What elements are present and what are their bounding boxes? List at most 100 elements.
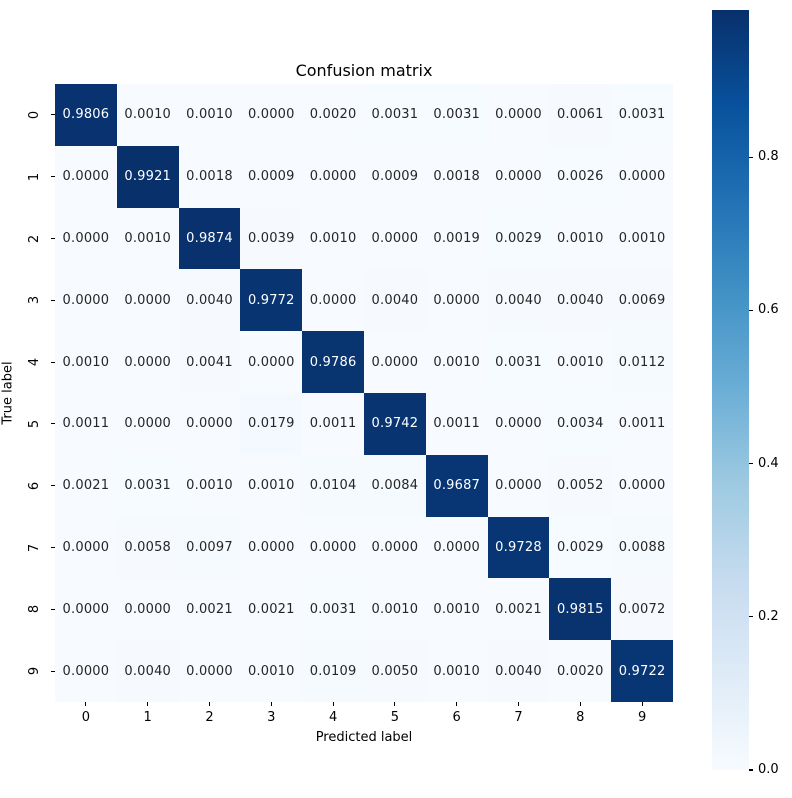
heatmap-cell: 0.0011 bbox=[425, 392, 488, 455]
x-tick-label: 6 bbox=[452, 710, 461, 725]
heatmap-cell: 0.9815 bbox=[549, 578, 612, 641]
colorbar-tick-label: 0.2 bbox=[758, 608, 779, 624]
heatmap-cell: 0.0011 bbox=[302, 392, 364, 455]
heatmap-cell: 0.0011 bbox=[611, 392, 673, 455]
colorbar-tick-label: 0.4 bbox=[758, 455, 779, 471]
heatmap-cell: 0.0029 bbox=[487, 207, 550, 270]
x-tick-mark bbox=[270, 702, 272, 706]
heatmap-cell: 0.0104 bbox=[302, 454, 364, 517]
heatmap-cell: 0.0112 bbox=[611, 331, 673, 393]
heatmap-cell: 0.0088 bbox=[611, 516, 673, 579]
x-tick-mark bbox=[208, 702, 211, 706]
y-tick-label: 2 bbox=[27, 234, 42, 243]
heatmap-cell: 0.0010 bbox=[363, 578, 426, 641]
heatmap-cell: 0.0000 bbox=[240, 516, 303, 579]
heatmap-cell: 0.0000 bbox=[363, 331, 426, 393]
heatmap-cell: 0.0040 bbox=[116, 640, 179, 702]
y-tick-mark bbox=[51, 361, 55, 363]
heatmap-cell: 0.9687 bbox=[425, 454, 488, 517]
x-tick-mark bbox=[517, 702, 520, 706]
heatmap-cell: 0.0000 bbox=[178, 640, 241, 702]
heatmap-cell: 0.9921 bbox=[116, 145, 179, 208]
colorbar-tick-mark bbox=[749, 463, 753, 465]
heatmap-cell: 0.0031 bbox=[363, 84, 426, 146]
heatmap-cell: 0.0009 bbox=[363, 145, 426, 208]
x-tick-mark bbox=[579, 702, 581, 706]
y-tick-label: 4 bbox=[27, 357, 42, 367]
heatmap-cell: 0.0000 bbox=[116, 578, 179, 641]
heatmap-cell: 0.0000 bbox=[425, 516, 488, 579]
heatmap-cell: 0.0040 bbox=[363, 269, 426, 332]
x-tick-label: 8 bbox=[576, 710, 585, 725]
heatmap-cell: 0.9772 bbox=[240, 269, 303, 332]
x-tick-mark bbox=[85, 702, 87, 706]
x-tick-mark bbox=[147, 702, 149, 706]
x-tick-label: 3 bbox=[267, 710, 276, 725]
heatmap-cell: 0.0050 bbox=[363, 640, 426, 702]
y-tick-label: 8 bbox=[27, 605, 42, 614]
x-tick-label: 7 bbox=[514, 710, 523, 725]
heatmap-cell: 0.0021 bbox=[178, 578, 241, 641]
heatmap-cell: 0.0039 bbox=[240, 207, 303, 270]
heatmap-cell: 0.0097 bbox=[178, 516, 241, 579]
heatmap-cell: 0.0010 bbox=[240, 640, 303, 702]
heatmap-cell: 0.0000 bbox=[55, 516, 117, 579]
x-tick-label: 9 bbox=[637, 710, 647, 725]
heatmap-cell: 0.0041 bbox=[178, 331, 241, 393]
heatmap-cell: 0.0010 bbox=[549, 331, 612, 393]
heatmap-cell: 0.0029 bbox=[549, 516, 612, 579]
y-tick-mark bbox=[51, 546, 55, 549]
heatmap-cell: 0.0034 bbox=[549, 392, 612, 455]
y-tick-mark bbox=[51, 237, 55, 240]
colorbar-tick-label: 0.6 bbox=[758, 302, 779, 318]
heatmap-cell: 0.9728 bbox=[487, 516, 550, 579]
heatmap-cell: 0.0000 bbox=[487, 454, 550, 517]
heatmap-cell: 0.0000 bbox=[116, 392, 179, 455]
heatmap-cell: 0.0000 bbox=[363, 516, 426, 579]
heatmap-cell: 0.0000 bbox=[302, 269, 364, 332]
heatmap-cell: 0.0000 bbox=[55, 145, 117, 208]
heatmap-cell: 0.0011 bbox=[55, 392, 117, 455]
heatmap-cell: 0.0018 bbox=[425, 145, 488, 208]
y-tick-mark bbox=[51, 670, 55, 672]
heatmap-cell: 0.0000 bbox=[240, 84, 303, 146]
heatmap-cell: 0.0084 bbox=[363, 454, 426, 517]
colorbar-tick-mark bbox=[749, 616, 753, 618]
heatmap-cell: 0.0031 bbox=[302, 578, 364, 641]
heatmap-cell: 0.0072 bbox=[611, 578, 673, 641]
heatmap-cell: 0.9786 bbox=[302, 331, 364, 393]
heatmap-cell: 0.0020 bbox=[302, 84, 364, 146]
x-tick-mark bbox=[641, 702, 643, 706]
heatmap-cell: 0.0009 bbox=[240, 145, 303, 208]
x-tick-mark bbox=[332, 702, 334, 706]
x-tick-label: 1 bbox=[143, 710, 152, 725]
heatmap-cell: 0.0061 bbox=[549, 84, 612, 146]
heatmap-cell: 0.0010 bbox=[425, 331, 488, 393]
y-tick-mark bbox=[51, 423, 55, 425]
heatmap-cell: 0.0031 bbox=[116, 454, 179, 517]
heatmap-cell: 0.0000 bbox=[302, 145, 364, 208]
heatmap-cell: 0.0179 bbox=[240, 392, 303, 455]
heatmap-cell: 0.0021 bbox=[487, 578, 550, 641]
y-tick-mark bbox=[51, 485, 55, 487]
colorbar-tick-mark bbox=[749, 309, 753, 311]
heatmap-cell: 0.0000 bbox=[55, 578, 117, 641]
heatmap-cell: 0.0021 bbox=[240, 578, 303, 641]
heatmap-cell: 0.0000 bbox=[611, 454, 673, 517]
heatmap-cell: 0.0000 bbox=[55, 640, 117, 702]
heatmap-cell: 0.0040 bbox=[487, 640, 550, 702]
heatmap-cell: 0.0000 bbox=[178, 392, 241, 455]
heatmap-cell: 0.0000 bbox=[425, 269, 488, 332]
heatmap-cell: 0.0010 bbox=[55, 331, 117, 393]
colorbar-tick-label: 0.8 bbox=[758, 149, 779, 165]
x-tick-label: 0 bbox=[81, 710, 91, 725]
y-tick-mark bbox=[51, 299, 55, 301]
heatmap-cell: 0.0010 bbox=[240, 454, 303, 517]
heatmap-cell: 0.0052 bbox=[549, 454, 612, 517]
heatmap-cell: 0.0031 bbox=[487, 331, 550, 393]
y-tick-label: 7 bbox=[27, 543, 42, 552]
colorbar-tick-mark bbox=[749, 769, 753, 771]
y-tick-label: 3 bbox=[27, 296, 42, 305]
x-tick-label: 4 bbox=[328, 710, 338, 725]
